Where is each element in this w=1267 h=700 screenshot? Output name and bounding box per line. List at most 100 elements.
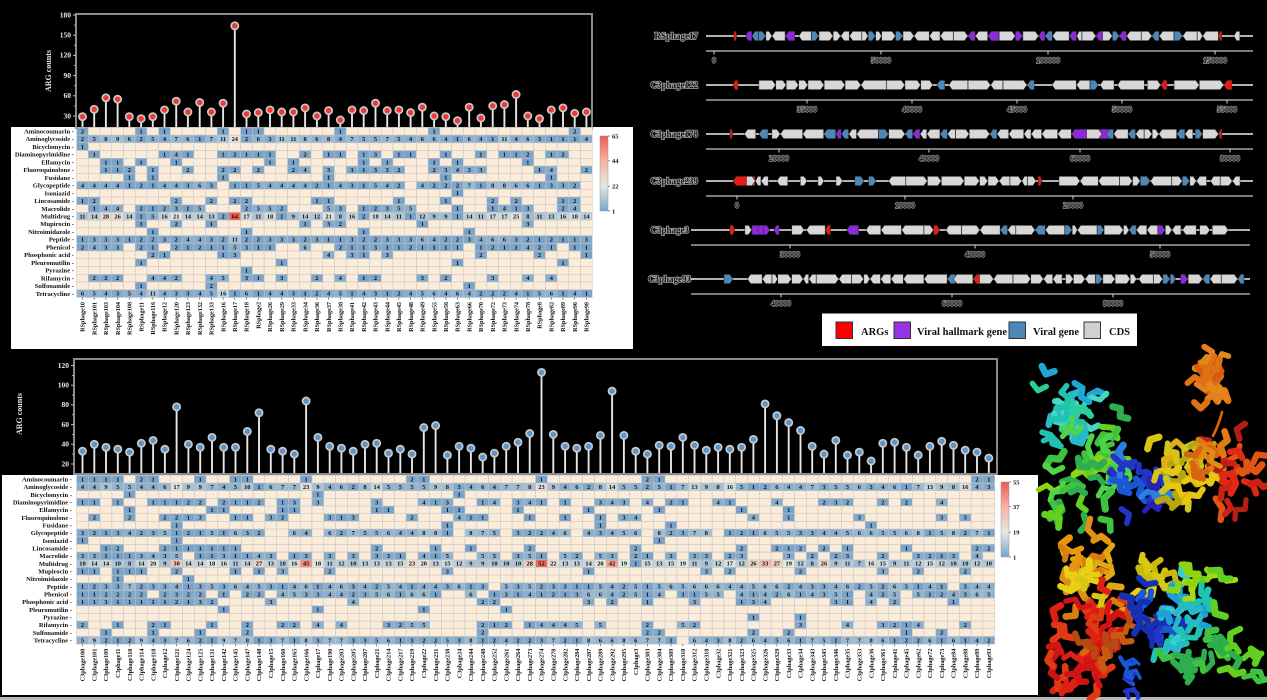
svg-text:40000: 40000 (919, 154, 939, 163)
svg-text:3: 3 (881, 622, 884, 629)
svg-text:2: 2 (116, 275, 119, 282)
svg-text:2: 2 (233, 198, 236, 205)
svg-text:3: 3 (514, 237, 517, 244)
svg-text:40000: 40000 (902, 105, 922, 114)
svg-text:2: 2 (245, 206, 248, 213)
svg-text:3: 3 (446, 584, 449, 591)
svg-text:1: 1 (151, 206, 154, 213)
svg-text:1: 1 (457, 492, 460, 499)
svg-text:1: 1 (316, 584, 319, 591)
svg-text:4: 4 (175, 152, 179, 159)
svg-text:40000: 40000 (771, 299, 791, 308)
svg-text:1: 1 (893, 637, 896, 644)
svg-text:1: 1 (187, 599, 190, 606)
svg-text:3: 3 (304, 553, 307, 560)
svg-text:3: 3 (516, 553, 519, 560)
svg-text:1: 1 (787, 507, 790, 514)
svg-text:C3phage32: C3phage32 (715, 649, 722, 679)
svg-text:16: 16 (868, 561, 875, 568)
svg-text:8: 8 (728, 637, 731, 644)
svg-text:2: 2 (432, 183, 435, 190)
svg-text:2: 2 (352, 591, 355, 598)
svg-text:3: 3 (622, 515, 625, 522)
svg-text:Tetracycline -: Tetracycline - (34, 638, 72, 645)
svg-text:3: 3 (538, 136, 541, 143)
svg-text:5: 5 (409, 206, 412, 213)
svg-text:1: 1 (375, 507, 378, 514)
svg-text:5: 5 (397, 206, 400, 213)
svg-text:1: 1 (186, 244, 189, 251)
svg-text:1: 1 (538, 167, 541, 174)
svg-text:10: 10 (491, 561, 497, 568)
svg-text:Pyrazine -: Pyrazine - (43, 615, 72, 622)
svg-text:2: 2 (787, 630, 790, 637)
svg-text:4: 4 (526, 244, 530, 251)
svg-text:8: 8 (869, 637, 872, 644)
svg-text:1: 1 (210, 637, 213, 644)
svg-text:1: 1 (575, 584, 578, 591)
svg-text:C3phage93: C3phage93 (986, 649, 993, 679)
svg-text:4: 4 (514, 291, 518, 298)
svg-text:3: 3 (116, 530, 119, 537)
svg-text:2: 2 (151, 237, 154, 244)
svg-text:1: 1 (81, 476, 84, 483)
svg-text:14: 14 (103, 561, 110, 568)
svg-text:C3phage148: C3phage148 (256, 649, 263, 682)
svg-text:RSphage38: RSphage38 (338, 302, 345, 332)
svg-text:5: 5 (175, 553, 178, 560)
svg-text:2: 2 (491, 291, 494, 298)
svg-text:3: 3 (222, 584, 225, 591)
svg-text:1: 1 (362, 183, 365, 190)
svg-text:3: 3 (410, 637, 413, 644)
svg-text:1: 1 (221, 128, 224, 135)
svg-text:1: 1 (658, 507, 661, 514)
svg-text:1: 1 (386, 159, 389, 166)
svg-text:8: 8 (952, 530, 955, 537)
svg-text:3: 3 (811, 530, 814, 537)
svg-text:5: 5 (658, 584, 661, 591)
svg-text:2: 2 (526, 152, 529, 159)
svg-text:1: 1 (481, 515, 484, 522)
svg-text:1: 1 (139, 213, 142, 220)
svg-text:4: 4 (456, 167, 460, 174)
svg-text:1: 1 (362, 252, 365, 259)
svg-text:2: 2 (246, 622, 249, 629)
svg-text:C3phage45: C3phage45 (904, 649, 911, 679)
svg-text:4: 4 (93, 183, 97, 190)
svg-text:2: 2 (940, 591, 943, 598)
svg-text:1: 1 (104, 159, 107, 166)
svg-text:3: 3 (363, 637, 366, 644)
svg-text:1: 1 (163, 128, 166, 135)
svg-text:Phenicol -: Phenicol - (46, 244, 74, 251)
svg-text:Lincosamide -: Lincosamide - (34, 198, 74, 205)
svg-text:1: 1 (905, 622, 908, 629)
svg-text:6: 6 (421, 237, 425, 244)
svg-text:3: 3 (375, 553, 378, 560)
svg-text:5: 5 (151, 136, 154, 143)
svg-text:1: 1 (540, 591, 543, 598)
svg-text:3: 3 (952, 553, 955, 560)
svg-text:3: 3 (104, 237, 107, 244)
svg-text:2: 2 (799, 545, 802, 552)
svg-text:2: 2 (516, 637, 519, 644)
svg-text:1: 1 (752, 614, 755, 621)
svg-text:5: 5 (775, 530, 778, 537)
svg-text:1: 1 (104, 167, 107, 174)
svg-text:3: 3 (387, 553, 390, 560)
svg-text:1: 1 (128, 568, 131, 575)
svg-text:2: 2 (893, 599, 896, 606)
svg-text:1: 1 (175, 499, 178, 506)
svg-text:Aminoglycoside -: Aminoglycoside - (25, 136, 74, 143)
svg-text:16: 16 (962, 484, 969, 491)
svg-text:2: 2 (257, 167, 260, 174)
svg-text:1: 1 (469, 515, 472, 522)
svg-text:ARGs: ARGs (861, 327, 888, 338)
svg-text:RSphage45: RSphage45 (396, 302, 403, 332)
svg-text:3: 3 (116, 584, 119, 591)
svg-text:2: 2 (303, 237, 306, 244)
svg-text:1: 1 (599, 515, 602, 522)
svg-text:12: 12 (738, 561, 744, 568)
svg-text:5: 5 (128, 484, 131, 491)
svg-text:3: 3 (834, 599, 837, 606)
svg-text:RSphage12: RSphage12 (162, 302, 169, 332)
